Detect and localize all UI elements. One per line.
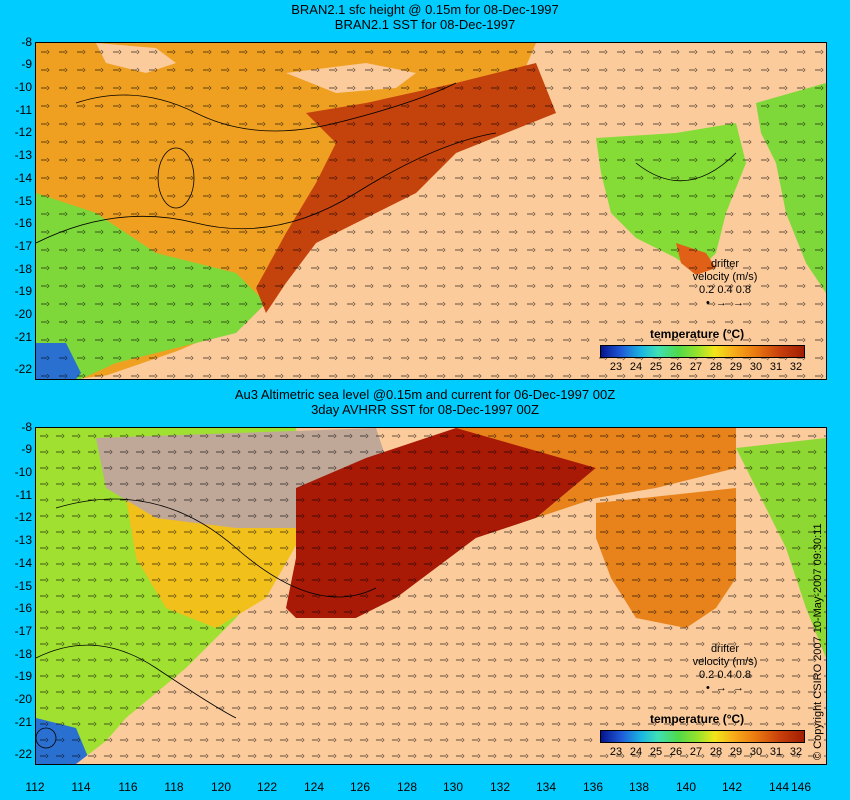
- x-tick: 144: [768, 780, 790, 794]
- y-tick: -9: [21, 442, 32, 456]
- eddy-contour: [157, 147, 195, 209]
- bottom-legend-title: temperature (°C): [650, 712, 745, 726]
- colorbar-tick: 32: [789, 361, 803, 373]
- y-tick: -13: [14, 533, 32, 547]
- x-tick: 142: [721, 780, 743, 794]
- x-tick: 126: [349, 780, 371, 794]
- y-tick: -12: [14, 510, 32, 524]
- y-tick: -8: [21, 35, 32, 49]
- colorbar-tick: 27: [689, 746, 703, 758]
- x-tick: 130: [442, 780, 464, 794]
- eddy-contour: [36, 727, 57, 749]
- y-tick: -22: [14, 747, 32, 761]
- y-tick: -17: [14, 239, 32, 253]
- y-tick: -22: [14, 362, 32, 376]
- y-tick: -9: [21, 57, 32, 71]
- y-tick: -11: [15, 488, 32, 502]
- x-tick: 122: [256, 780, 278, 794]
- colorbar-tick: 24: [629, 361, 643, 373]
- colorbar-tick: 29: [729, 746, 743, 758]
- x-tick: 132: [489, 780, 511, 794]
- colorbar-tick: 25: [649, 746, 663, 758]
- colorbar-tick: 27: [689, 361, 703, 373]
- y-tick: -20: [14, 307, 32, 321]
- colorbar-tick: 23: [609, 746, 623, 758]
- y-tick: -15: [14, 579, 32, 593]
- y-tick: -19: [14, 284, 32, 298]
- bottom-map-panel: [35, 427, 827, 765]
- y-tick: -13: [14, 148, 32, 162]
- x-tick: 138: [628, 780, 650, 794]
- x-tick: 114: [71, 780, 91, 794]
- bottom-title-line1: Au3 Altimetric sea level @0.15m and curr…: [234, 387, 616, 402]
- drifter-label: drifter: [710, 643, 740, 655]
- y-tick: -15: [14, 194, 32, 208]
- top-title-line2: BRAN2.1 SST for 08-Dec-1997: [334, 17, 516, 32]
- colorbar-tick: 30: [749, 361, 763, 373]
- colorbar-tick: 26: [669, 361, 683, 373]
- y-tick: -10: [14, 465, 32, 479]
- velocity-arrows: • → →: [705, 682, 745, 694]
- colorbar-tick: 26: [669, 746, 683, 758]
- colorbar-tick: 32: [789, 746, 803, 758]
- y-tick: -19: [14, 669, 32, 683]
- top-map-panel: [35, 42, 827, 380]
- y-tick: -17: [14, 624, 32, 638]
- top-drifter-legend: drifter velocity (m/s) 0.2 0.4 0.8 • → →: [680, 258, 770, 310]
- x-tick: 134: [535, 780, 557, 794]
- colorbar-tick: 25: [649, 361, 663, 373]
- colorbar-tick: 23: [609, 361, 623, 373]
- top-title-line1: BRAN2.1 sfc height @ 0.15m for 08-Dec-19…: [291, 2, 559, 17]
- y-tick: -16: [14, 601, 32, 615]
- contour-3: [635, 152, 737, 182]
- bottom-drifter-legend: drifter velocity (m/s) 0.2 0.4 0.8 • → →: [680, 643, 770, 695]
- bottom-map-svg: [36, 428, 826, 764]
- bottom-title-line2: 3day AVHRR SST for 08-Dec-1997 00Z: [311, 402, 539, 417]
- top-map-svg: [36, 43, 826, 379]
- y-tick: -14: [14, 171, 32, 185]
- contour-2: [36, 132, 497, 244]
- colorbar-tick: 31: [769, 746, 783, 758]
- y-tick: -8: [21, 420, 32, 434]
- velocity-arrows: • → →: [705, 297, 745, 309]
- velocity-label: velocity (m/s): [692, 271, 758, 283]
- x-tick: 118: [164, 780, 184, 794]
- y-tick: -11: [15, 103, 32, 117]
- colorbar-tick: 30: [749, 746, 763, 758]
- top-colorbar: [600, 345, 805, 358]
- y-tick: -21: [14, 715, 32, 729]
- copyright-text: © Copyright CSIRO 2007 10-May-2007 09:30…: [812, 523, 824, 760]
- y-tick: -18: [14, 262, 32, 276]
- colorbar-tick: 28: [709, 361, 723, 373]
- y-tick: -10: [14, 80, 32, 94]
- velocity-label: velocity (m/s): [692, 656, 758, 668]
- contour-2: [36, 644, 237, 719]
- colorbar-tick: 29: [729, 361, 743, 373]
- y-tick: -14: [14, 556, 32, 570]
- colorbar-tick: 28: [709, 746, 723, 758]
- x-tick: 136: [582, 780, 604, 794]
- y-tick: -21: [14, 330, 32, 344]
- x-tick: 146: [790, 780, 812, 794]
- colorbar-tick: 24: [629, 746, 643, 758]
- x-tick: 116: [118, 780, 138, 794]
- x-tick: 128: [396, 780, 418, 794]
- colorbar-tick: 31: [769, 361, 783, 373]
- y-tick: -16: [14, 216, 32, 230]
- velocity-scale: 0.2 0.4 0.8: [699, 669, 751, 681]
- velocity-scale: 0.2 0.4 0.8: [699, 284, 751, 296]
- top-legend-title: temperature (°C): [650, 327, 745, 341]
- drifter-label: drifter: [710, 258, 740, 270]
- y-tick: -20: [14, 692, 32, 706]
- x-tick: 124: [303, 780, 325, 794]
- bottom-colorbar: [600, 730, 805, 743]
- contour-1: [75, 82, 457, 132]
- contour-1: [55, 498, 377, 598]
- y-tick: -18: [14, 647, 32, 661]
- x-tick: 112: [25, 780, 45, 794]
- x-tick: 140: [675, 780, 697, 794]
- y-tick: -12: [14, 125, 32, 139]
- x-tick: 120: [210, 780, 232, 794]
